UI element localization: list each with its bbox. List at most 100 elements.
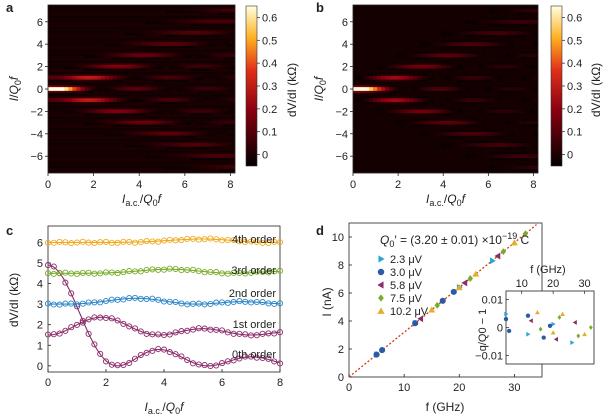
heatmap-cell [453,122,458,125]
heatmap-cell [137,154,142,157]
heatmap-cell [357,98,362,101]
heatmap-cell [80,6,85,10]
heatmap-cell [56,83,61,86]
heatmap-cell [194,111,199,114]
heatmap-cell [477,135,483,138]
heatmap-cell [52,141,57,144]
heatmap-cell [529,66,535,69]
heatmap-cell [76,165,81,168]
heatmap-cell [521,66,527,69]
heatmap-cell [117,152,122,155]
heatmap-cell [60,5,65,8]
heatmap-cell [104,161,110,165]
heatmap-cell [393,107,398,110]
heatmap-cell [178,19,183,23]
heatmap-cell [117,141,122,144]
heatmap-cell [129,75,134,79]
heatmap-cell [48,141,53,144]
heatmap-cell [56,161,61,165]
heatmap-cell [72,141,77,144]
heatmap-cell [202,31,207,34]
heatmap-cell [137,90,142,94]
panel-d-ylabel: I (nA) [320,287,334,316]
heatmap-cell [141,40,146,43]
heatmap-cell [517,64,523,67]
heatmap-cell [501,165,507,168]
scatter-point [553,336,558,342]
heatmap-cell [88,85,94,88]
heatmap-cell [214,66,220,69]
heatmap-cell [413,51,418,54]
heatmap-cell [389,109,394,112]
heatmap-cell [182,145,187,148]
data-point [201,301,208,308]
heatmap-cell [84,40,90,43]
colorbar-tick-label: 0.4 [567,58,582,70]
heatmap-cell [222,118,228,122]
heatmap-cell [92,83,98,86]
heatmap-cell [465,154,471,157]
heatmap-cell [129,161,134,165]
heatmap-cell [521,146,527,150]
heatmap-cell [485,130,491,133]
label-2nd-order: 2nd order [229,288,276,300]
heatmap-cell [64,90,69,94]
heatmap-cell [425,122,430,125]
heatmap-cell [129,120,134,123]
data-point [172,351,179,358]
heatmap-cell [88,79,94,82]
data-point [236,330,243,337]
heatmap-cell [505,10,511,13]
heatmap-cell [369,90,374,94]
heatmap-cell [198,128,203,131]
heatmap-cell [513,145,519,148]
heatmap-cell [76,130,81,133]
heatmap-cell [60,75,65,79]
heatmap-cell [373,77,378,81]
heatmap-cell [517,154,523,157]
heatmap-cell [72,74,77,77]
heatmap-cell [230,111,235,114]
heatmap-cell [137,49,142,53]
heatmap-cell [56,85,61,88]
heatmap-cell [64,38,69,41]
heatmap-cell [230,42,235,45]
data-point [56,301,63,308]
heatmap-cell [457,111,462,114]
heatmap-cell [214,130,220,133]
heatmap-cell [493,145,499,148]
heatmap-cell [169,122,175,125]
heatmap-cell [377,85,382,88]
heatmap-cell [178,165,183,168]
scatter-point [588,325,593,330]
heatmap-cell [429,124,434,127]
heatmap-cell [88,139,94,142]
heatmap-cell [161,107,167,110]
heatmap-cell [104,100,110,103]
heatmap-cell [64,141,69,144]
heatmap-cell [178,6,183,10]
y-tick-label: 4 [37,279,43,291]
heatmap-cell [52,100,57,103]
heatmap-cell [198,120,203,123]
heatmap-cell [385,64,390,67]
heatmap-cell [84,111,90,114]
heatmap-cell [497,90,503,94]
heatmap-cell [68,85,73,88]
heatmap-cell [182,42,187,45]
heatmap-cell [174,118,179,122]
heatmap-cell [84,94,90,97]
heatmap-cell [477,146,483,150]
heatmap-cell [513,146,519,150]
x-tick-label: 6 [219,377,225,389]
heatmap-cell [149,89,155,92]
heatmap-cell [194,156,199,159]
heatmap-cell [206,117,212,120]
heatmap-cell [477,66,483,69]
heatmap-cell [104,5,110,8]
heatmap-cell [182,94,187,97]
heatmap-cell [137,62,142,66]
data-point [207,300,214,308]
heatmap-cell [226,27,232,30]
heatmap-cell [409,68,414,71]
